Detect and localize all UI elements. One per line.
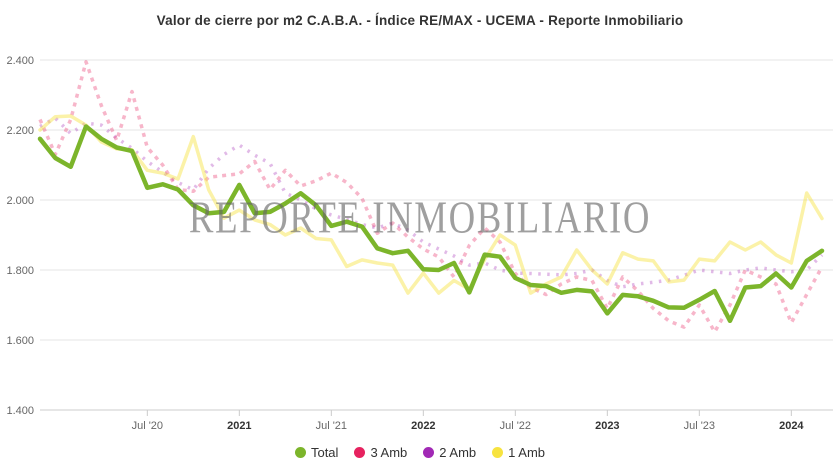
y-axis-label: 2.200 [6,125,34,137]
x-axis-label: Jul '22 [500,420,531,432]
series-line-3-amb[interactable] [38,60,824,334]
series-line-total[interactable] [37,124,825,324]
legend-marker-total-icon [294,447,306,458]
y-axis-label: 1.600 [6,335,34,347]
legend-item-total[interactable]: Total [294,445,339,460]
y-axis-label: 2.400 [6,55,34,67]
legend-marker-3amb-icon [354,447,366,458]
x-axis-label: Jul '23 [684,420,715,432]
series-line-2-amb[interactable] [39,116,824,289]
legend-marker-1amb-icon [492,447,504,458]
y-axis-label: 2.000 [6,195,34,207]
legend-item-3amb[interactable]: 3 Amb [354,445,407,460]
legend: Total 3 Amb 2 Amb 1 Amb [0,445,840,460]
legend-item-1amb[interactable]: 1 Amb [492,445,545,460]
y-axis-label: 1.800 [6,265,34,277]
y-axis-label: 1.400 [6,405,34,417]
x-axis-label: 2024 [779,420,804,432]
legend-marker-2amb-icon [423,447,435,458]
series-line-1-amb[interactable] [38,114,824,295]
x-axis-label: 2021 [227,420,251,432]
legend-label-3amb: 3 Amb [370,445,408,460]
legend-label-total: Total [310,445,339,460]
chart-title: Valor de cierre por m2 C.A.B.A. - Índice… [156,13,684,28]
x-axis-label: Jul '21 [316,420,347,432]
legend-label-1amb: 1 Amb [508,445,546,460]
legend-item-2amb[interactable]: 2 Amb [423,445,476,460]
x-axis-label: 2022 [411,420,435,432]
x-axis-label: 2023 [595,420,619,432]
legend-label-2amb: 2 Amb [439,445,477,460]
chart-canvas: 2.400 2.200 2.000 1.800 1.600 1.400 Jul '20 202… [6,55,833,432]
x-axis-label: Jul '20 [132,420,163,432]
